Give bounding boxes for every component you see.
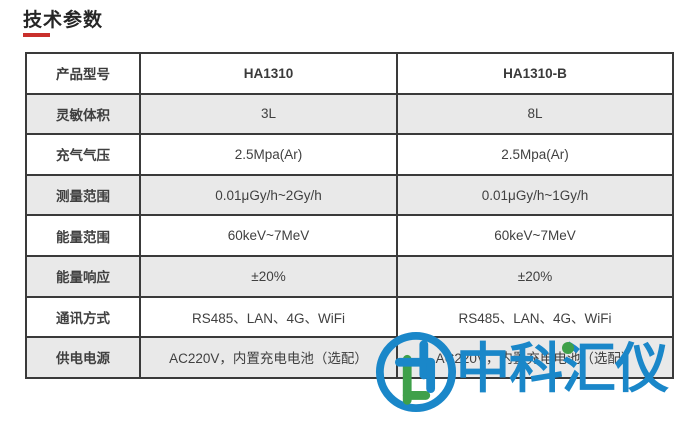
- spec-table: 产品型号 HA1310 HA1310-B 灵敏体积 3L 8L 充气气压 2.5…: [25, 52, 674, 379]
- table-row: 充气气压 2.5Mpa(Ar) 2.5Mpa(Ar): [25, 133, 674, 176]
- cell-value: 3L: [139, 92, 398, 136]
- row-label: 测量范围: [25, 173, 141, 217]
- cell-value: 0.01μGy/h~1Gy/h: [396, 173, 674, 217]
- title-accent-bar: [23, 33, 50, 37]
- cell-model-2: HA1310-B: [396, 52, 674, 95]
- table-row: 能量范围 60keV~7MeV 60keV~7MeV: [25, 214, 674, 257]
- cell-value: 2.5Mpa(Ar): [139, 133, 398, 176]
- table-row-header: 产品型号 HA1310 HA1310-B: [25, 52, 674, 95]
- cell-value: AC220V，内置充电电池（选配）: [396, 336, 674, 379]
- page-title: 技术参数: [23, 10, 104, 31]
- table-row: 测量范围 0.01μGy/h~2Gy/h 0.01μGy/h~1Gy/h: [25, 173, 674, 217]
- row-label: 供电电源: [25, 336, 141, 379]
- brand-logo-icon: [375, 331, 457, 413]
- row-label: 通讯方式: [25, 295, 141, 339]
- cell-value: 60keV~7MeV: [396, 214, 674, 257]
- cell-model-1: HA1310: [139, 52, 398, 95]
- row-label: 产品型号: [25, 52, 141, 95]
- row-label: 充气气压: [25, 133, 141, 176]
- cell-value: ±20%: [396, 254, 674, 298]
- cell-value: RS485、LAN、4G、WiFi: [396, 295, 674, 339]
- cell-value: 0.01μGy/h~2Gy/h: [139, 173, 398, 217]
- cell-value: ±20%: [139, 254, 398, 298]
- cell-value: RS485、LAN、4G、WiFi: [139, 295, 398, 339]
- cell-value: 60keV~7MeV: [139, 214, 398, 257]
- table-row: 供电电源 AC220V，内置充电电池（选配） AC220V，内置充电电池（选配）: [25, 336, 674, 379]
- table-row: 通讯方式 RS485、LAN、4G、WiFi RS485、LAN、4G、WiFi: [25, 295, 674, 339]
- brand-green-dot: [562, 342, 574, 354]
- cell-value: 2.5Mpa(Ar): [396, 133, 674, 176]
- row-label: 灵敏体积: [25, 92, 141, 136]
- table-row: 灵敏体积 3L 8L: [25, 92, 674, 136]
- row-label: 能量范围: [25, 214, 141, 257]
- brand-watermark: 中科汇仪: [372, 328, 692, 421]
- row-label: 能量响应: [25, 254, 141, 298]
- cell-value: AC220V，内置充电电池（选配）: [139, 336, 398, 379]
- table-row: 能量响应 ±20% ±20%: [25, 254, 674, 298]
- cell-value: 8L: [396, 92, 674, 136]
